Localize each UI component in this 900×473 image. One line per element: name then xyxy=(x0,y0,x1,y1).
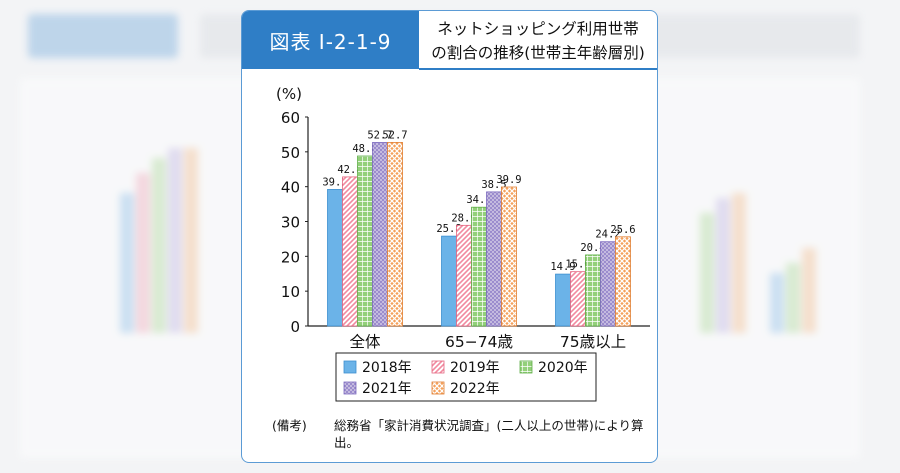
bar xyxy=(486,191,502,327)
legend-swatch xyxy=(519,360,533,374)
data-label: 15.6 xyxy=(565,259,590,271)
legend-swatch xyxy=(431,381,445,395)
legend-label: 2022年 xyxy=(450,381,500,397)
bg-col xyxy=(732,193,746,333)
x-tick-label: 65−74歳 xyxy=(445,333,513,351)
bar xyxy=(327,189,343,327)
bg-col xyxy=(786,263,800,333)
x-tick-label: 75歳以上 xyxy=(560,333,626,351)
data-label: 28.9 xyxy=(451,212,476,224)
bg-header-bar xyxy=(28,14,178,58)
bg-col xyxy=(716,198,730,333)
y-tick-label: 0 xyxy=(290,318,300,336)
legend-label: 2021年 xyxy=(362,381,412,397)
y-tick-label: 40 xyxy=(281,179,300,197)
bar xyxy=(501,186,517,327)
bar xyxy=(357,155,373,327)
bar-chart: (%) 0 10 20 30 40 50 60 39.242.8 48.8 52.752.7 全体 25… xyxy=(276,85,650,402)
bg-col xyxy=(168,148,182,333)
data-label: 52.7 xyxy=(367,129,392,141)
header-rule xyxy=(419,68,657,70)
figure-title-line1: ネットショッピング利用世帯 xyxy=(437,20,639,38)
data-label: 20.4 xyxy=(580,242,605,254)
data-label: 34.1 xyxy=(466,194,491,206)
bar xyxy=(342,176,358,327)
figure-title-line2: の割合の推移(世帯主年齢層別) xyxy=(431,44,645,62)
bar xyxy=(471,206,487,327)
data-label: 24.2 xyxy=(595,229,620,241)
y-tick-label: 60 xyxy=(281,109,300,127)
data-label: 48.8 xyxy=(352,143,377,155)
note-label: (備考) xyxy=(272,418,307,433)
bar xyxy=(615,236,631,327)
bg-col xyxy=(136,173,150,333)
bar xyxy=(387,142,403,327)
bg-col xyxy=(802,248,816,333)
figure-title: ネットショッピング利用世帯 の割合の推移(世帯主年齢層別) xyxy=(422,17,654,65)
figure-label: 図表 I-2-1-9 xyxy=(242,11,419,69)
legend-box xyxy=(335,352,597,402)
legend-swatch xyxy=(343,381,357,395)
bg-col xyxy=(184,148,198,333)
y-tick-label: 30 xyxy=(281,214,300,232)
bg-col xyxy=(770,273,784,333)
y-tick-label: 20 xyxy=(281,248,300,266)
figure-card: 図表 I-2-1-9 ネットショッピング利用世帯 の割合の推移(世帯主年齢層別) xyxy=(241,10,658,463)
bar xyxy=(441,235,457,327)
y-tick-label: 10 xyxy=(281,283,300,301)
data-label: 39.2 xyxy=(322,176,347,188)
bg-col xyxy=(700,213,714,333)
figure-header: 図表 I-2-1-9 ネットショッピング利用世帯 の割合の推移(世帯主年齢層別) xyxy=(242,11,657,70)
y-tick-label: 50 xyxy=(281,144,300,162)
data-label: 14.9 xyxy=(550,261,575,273)
legend-label: 2018年 xyxy=(362,360,412,376)
legend-label: 2020年 xyxy=(538,360,588,376)
data-label: 52.7 xyxy=(382,129,407,141)
bar xyxy=(456,224,472,327)
data-label: 25.8 xyxy=(436,223,461,235)
chart-layer: (%) 0 10 20 30 40 50 60 39.242.8 48.8 52.752.7 全体 25… xyxy=(276,85,650,402)
y-axis-label: (%) xyxy=(276,85,302,103)
data-label: 38.5 xyxy=(481,179,506,191)
x-tick-label: 全体 xyxy=(349,333,381,351)
bar xyxy=(372,142,388,327)
bg-col xyxy=(152,158,166,333)
data-label: 39.9 xyxy=(496,174,521,186)
legend-swatch xyxy=(343,360,357,374)
bg-col xyxy=(120,193,134,333)
bar xyxy=(570,271,586,327)
bar xyxy=(555,273,571,327)
data-label: 42.8 xyxy=(337,164,362,176)
legend-label: 2019年 xyxy=(450,360,500,376)
bar xyxy=(600,241,616,327)
data-label: 25.6 xyxy=(610,224,635,236)
bar xyxy=(585,254,601,327)
note-text: 総務省「家計消費状況調査」(二人以上の世帯)により算出。 xyxy=(334,418,644,450)
legend-swatch xyxy=(431,360,445,374)
